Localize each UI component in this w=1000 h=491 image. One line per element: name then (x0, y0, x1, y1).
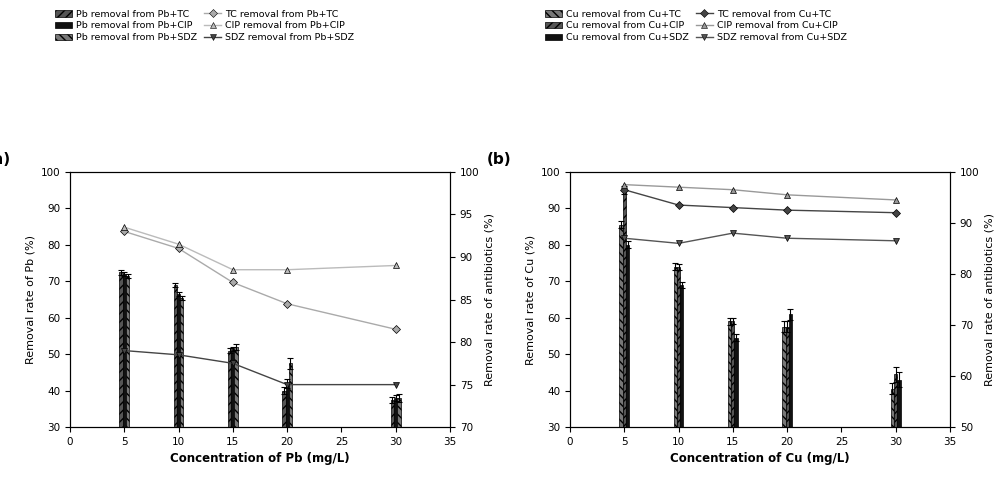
Bar (391, 400, 394, 491)
Y-axis label: Removal rate of Cu (%): Removal rate of Cu (%) (525, 234, 535, 365)
Bar (894, 374, 897, 491)
Bar (231, 349, 234, 491)
Bar (789, 314, 792, 491)
Bar (286, 383, 289, 491)
Legend: Pb removal from Pb+TC, Pb removal from Pb+CIP, Pb removal from Pb+SDZ, TC remova: Pb removal from Pb+TC, Pb removal from P… (55, 10, 354, 42)
Bar (891, 389, 894, 491)
Text: (a): (a) (0, 152, 11, 167)
Bar (177, 294, 180, 491)
Y-axis label: Removal rate of Pb (%): Removal rate of Pb (%) (25, 235, 35, 364)
Bar (623, 190, 626, 491)
Bar (123, 274, 126, 491)
Bar (677, 267, 680, 491)
Bar (619, 225, 623, 491)
Bar (626, 245, 629, 491)
Bar (680, 285, 683, 491)
Y-axis label: Removal rate of antibiotics (%): Removal rate of antibiotics (%) (985, 213, 995, 386)
Bar (728, 322, 731, 491)
Y-axis label: Removal rate of antibiotics (%): Removal rate of antibiotics (%) (485, 213, 495, 386)
Bar (289, 363, 292, 491)
Bar (180, 298, 183, 491)
Bar (397, 398, 401, 491)
X-axis label: Concentration of Cu (mg/L): Concentration of Cu (mg/L) (670, 452, 850, 465)
Bar (786, 327, 789, 491)
Bar (282, 391, 286, 491)
Bar (782, 327, 786, 491)
Bar (394, 398, 397, 491)
Bar (674, 267, 677, 491)
Legend: Cu removal from Cu+TC, Cu removal from Cu+CIP, Cu removal from Cu+SDZ, TC remova: Cu removal from Cu+TC, Cu removal from C… (545, 10, 847, 42)
Bar (734, 338, 738, 491)
Bar (228, 351, 231, 491)
Bar (126, 276, 129, 491)
Bar (731, 322, 734, 491)
Text: (b): (b) (486, 152, 511, 167)
Bar (897, 380, 901, 491)
Bar (234, 347, 238, 491)
Bar (119, 272, 123, 491)
Bar (174, 285, 177, 491)
X-axis label: Concentration of Pb (mg/L): Concentration of Pb (mg/L) (170, 452, 350, 465)
